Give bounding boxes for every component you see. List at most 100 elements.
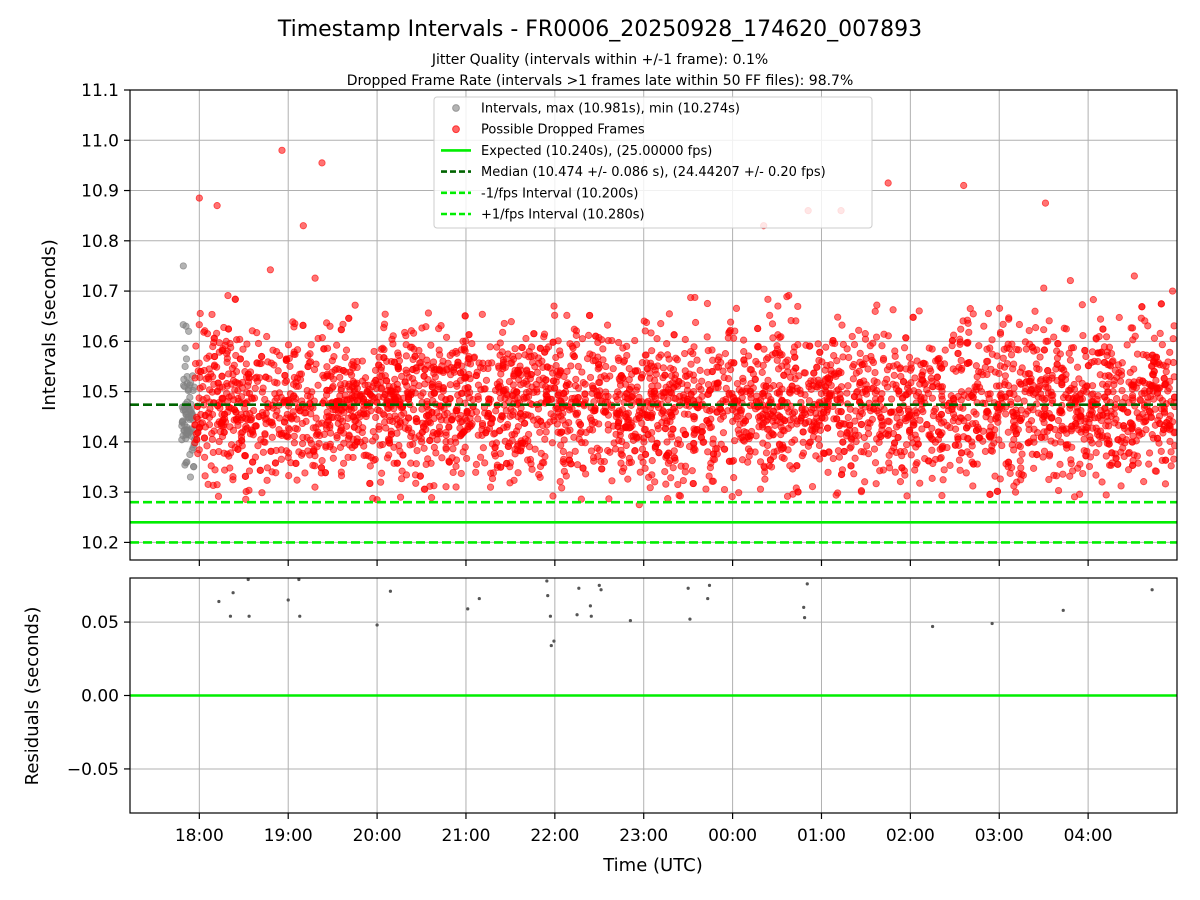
dropped-frame-point: [1050, 471, 1058, 479]
dropped-frame-point: [1075, 490, 1084, 498]
dropped-frame-point: [450, 366, 458, 374]
dropped-frame-point: [472, 468, 480, 476]
dropped-frame-point: [955, 363, 963, 371]
dropped-frame-point: [511, 345, 519, 353]
dropped-frame-point: [1120, 422, 1128, 430]
dropped-frame-point: [563, 367, 571, 375]
dropped-frame-point: [715, 353, 723, 361]
dropped-frame-point: [731, 397, 739, 405]
dropped-frame-point: [562, 381, 570, 390]
dropped-frame-point: [445, 423, 453, 431]
dropped-frame-point: [349, 377, 357, 386]
dropped-frame-point: [962, 469, 970, 477]
dropped-frame-point: [913, 357, 921, 365]
dropped-frame-point: [759, 419, 768, 427]
dropped-frame-point: [709, 450, 718, 458]
dropped-frame-point: [479, 364, 488, 373]
dropped-frame-point: [462, 373, 470, 381]
dropped-frame-point: [472, 460, 481, 469]
dropped-frame-point: [534, 405, 543, 413]
dropped-frame-point: [273, 407, 281, 415]
dropped-frame-point: [679, 476, 687, 485]
dropped-frame-point: [906, 426, 914, 434]
dropped-frame-point: [938, 443, 946, 451]
dropped-frame-point: [911, 374, 919, 382]
x-tick-label: 01:00: [797, 826, 846, 846]
dropped-frame-point: [963, 339, 971, 347]
dropped-frame-point: [271, 459, 280, 467]
dropped-frame-point: [1064, 394, 1072, 402]
dropped-frame-point: [856, 349, 864, 358]
dropped-frame-point: [934, 428, 943, 436]
dropped-frame-point: [924, 389, 932, 397]
dropped-frame-point: [984, 309, 993, 318]
dropped-frame-point: [681, 430, 690, 439]
dropped-frame-point: [418, 428, 426, 436]
dropped-frame-point: [812, 452, 820, 460]
dropped-frame-point: [372, 413, 380, 422]
dropped-frame-point: [774, 302, 782, 310]
dropped-frame-point: [935, 354, 943, 363]
dropped-frame-point: [854, 431, 863, 439]
dropped-frame-point: [430, 443, 438, 451]
dropped-frame-point: [1056, 350, 1064, 358]
dropped-frame-point: [349, 358, 357, 366]
dropped-frame-point: [533, 421, 541, 429]
chart-subtitle-dropped: Dropped Frame Rate (intervals >1 frames …: [347, 73, 854, 89]
residual-point: [549, 643, 553, 648]
dropped-frame-point: [1134, 427, 1143, 435]
dropped-frame-point: [646, 484, 654, 492]
dropped-frame-point: [567, 460, 575, 468]
dropped-frame-point: [1085, 462, 1094, 471]
dropped-frame-point: [943, 421, 951, 430]
dropped-frame-point: [647, 329, 655, 337]
dropped-frame-point: [416, 472, 424, 480]
dropped-frame-point: [337, 472, 346, 480]
dropped-frame-point: [1066, 276, 1074, 285]
dropped-frame-point: [481, 459, 489, 467]
dropped-frame-point: [345, 431, 353, 439]
dropped-frame-point: [709, 439, 717, 448]
dropped-frame-point: [629, 436, 638, 444]
residual-point: [688, 617, 692, 621]
dropped-frame-point: [762, 406, 770, 414]
dropped-frame-point: [722, 384, 730, 393]
dropped-frame-point: [1089, 296, 1097, 304]
dropped-frame-point: [1066, 472, 1074, 480]
dropped-frame-point: [333, 431, 341, 440]
dropped-frame-point: [409, 406, 418, 414]
dropped-frame-point: [1156, 361, 1164, 369]
dropped-frame-point: [769, 430, 777, 439]
dropped-frame-point: [1048, 371, 1056, 379]
dropped-frame-point: [665, 355, 673, 363]
dropped-frame-point: [520, 395, 528, 403]
dropped-frame-point: [1025, 426, 1033, 434]
dropped-frame-point: [992, 415, 1000, 423]
dropped-frame-point: [687, 293, 695, 302]
dropped-frame-point: [931, 405, 940, 413]
dropped-frame-point: [1016, 416, 1024, 425]
dropped-frame-point: [683, 381, 691, 389]
dropped-frame-point: [1028, 343, 1036, 351]
dropped-frame-point: [612, 392, 620, 401]
dropped-frame-point: [194, 429, 202, 437]
dropped-frame-point: [558, 484, 566, 492]
dropped-frame-point: [839, 353, 847, 361]
dropped-frame-point: [966, 450, 974, 459]
dropped-frame-point: [855, 326, 863, 334]
dropped-frame-point: [883, 383, 892, 391]
intervals-axes-frame: [129, 89, 1178, 561]
dropped-frame-point: [862, 390, 871, 398]
dropped-frame-point: [594, 452, 602, 460]
dropped-frame-point: [858, 361, 866, 369]
dropped-frame-point: [402, 341, 410, 349]
dropped-frame-point: [377, 478, 385, 486]
dropped-frame-point: [543, 421, 551, 429]
dropped-frame-point: [303, 433, 311, 442]
dropped-frame-point: [461, 312, 469, 320]
dropped-frame-point: [572, 411, 581, 419]
dropped-frame-point: [290, 432, 298, 440]
dropped-frame-point: [884, 430, 892, 439]
dropped-frame-point: [719, 429, 728, 437]
dropped-frame-point: [500, 319, 508, 328]
